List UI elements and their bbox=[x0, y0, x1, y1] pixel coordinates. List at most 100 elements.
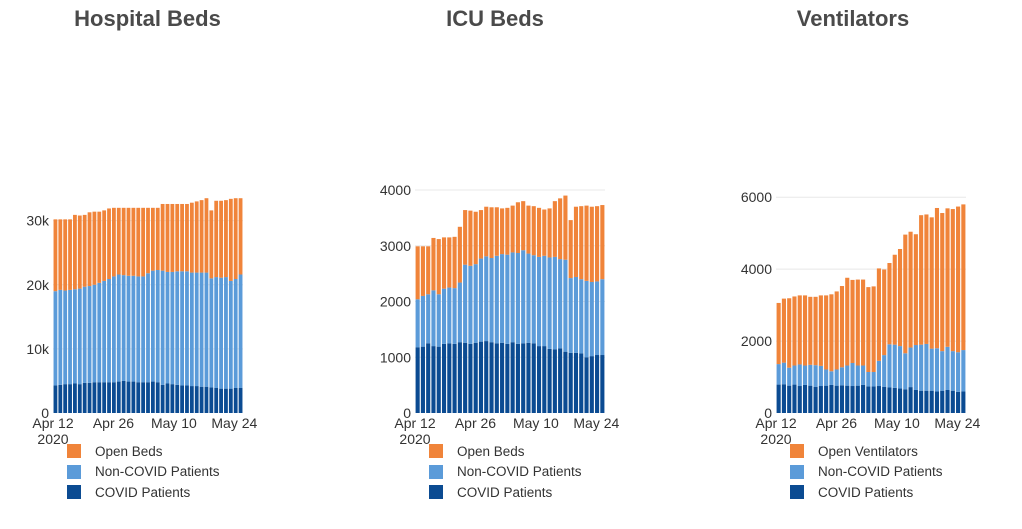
bar-non-covid-patients bbox=[834, 369, 839, 386]
bar-open-beds bbox=[224, 200, 228, 278]
y-tick-label: 4000 bbox=[741, 261, 772, 277]
bar-covid-patients bbox=[526, 342, 531, 413]
bar-open-ventilators bbox=[897, 248, 903, 347]
bar-covid-patients bbox=[131, 381, 136, 413]
bar-covid-patients bbox=[861, 384, 866, 413]
y-tick-label: 0 bbox=[41, 405, 49, 421]
bar-open-ventilators bbox=[808, 296, 813, 365]
bar-non-covid-patients bbox=[473, 264, 478, 343]
bar-open-ventilators bbox=[940, 213, 945, 352]
x-tick-label: May 10 bbox=[151, 415, 197, 431]
bar-open-beds bbox=[595, 206, 600, 282]
bar-covid-patients bbox=[209, 387, 214, 413]
bar-covid-patients bbox=[505, 343, 510, 413]
bar-open-ventilators bbox=[950, 209, 955, 352]
bar-non-covid-patients bbox=[500, 254, 505, 343]
legend-item-non-covid-patients[interactable]: Non-COVID Patients bbox=[429, 462, 582, 483]
chart-legend: Open Beds Non-COVID Patients COVID Patie… bbox=[429, 441, 582, 503]
bar-non-covid-patients bbox=[494, 255, 499, 344]
bar-covid-patients bbox=[855, 385, 860, 413]
bar-non-covid-patients bbox=[180, 271, 184, 386]
bar-non-covid-patients bbox=[510, 252, 515, 343]
bar-non-covid-patients bbox=[58, 289, 63, 385]
bar-covid-patients bbox=[194, 386, 199, 413]
bar-open-beds bbox=[112, 207, 116, 277]
legend-label: COVID Patients bbox=[457, 484, 553, 500]
bar-covid-patients bbox=[457, 342, 462, 413]
bar-open-beds bbox=[189, 202, 194, 273]
bar-open-beds bbox=[155, 207, 160, 271]
x-tick-sublabel: 2020 bbox=[37, 431, 68, 447]
bar-open-ventilators bbox=[876, 268, 881, 361]
bar-open-beds bbox=[136, 207, 141, 277]
chart-panel-icu-beds: ICU Beds 0 1000 2000 3000 4000 Apr 12 Apr 26 Ma… bbox=[340, 0, 680, 529]
bar-open-beds bbox=[87, 212, 92, 287]
legend-swatch bbox=[429, 444, 443, 459]
bar-non-covid-patients bbox=[175, 271, 180, 385]
bar-non-covid-patients bbox=[185, 271, 189, 386]
legend-swatch bbox=[790, 464, 804, 479]
legend-swatch bbox=[67, 485, 81, 500]
bar-non-covid-patients bbox=[204, 272, 209, 387]
bar-open-ventilators bbox=[855, 279, 860, 366]
bar-open-beds bbox=[126, 207, 131, 276]
bar-covid-patients bbox=[436, 346, 441, 413]
bar-covid-patients bbox=[468, 343, 473, 413]
bar-non-covid-patients bbox=[228, 280, 233, 389]
bar-covid-patients bbox=[484, 341, 489, 413]
bar-covid-patients bbox=[97, 382, 102, 413]
bar-covid-patients bbox=[595, 355, 600, 413]
bar-covid-patients bbox=[126, 381, 131, 413]
bar-covid-patients bbox=[781, 384, 786, 413]
bar-covid-patients bbox=[850, 386, 855, 413]
bar-open-beds bbox=[209, 210, 214, 279]
bar-open-ventilators bbox=[892, 254, 897, 345]
legend-item-non-covid-patients[interactable]: Non-COVID Patients bbox=[790, 462, 943, 483]
bar-non-covid-patients bbox=[238, 274, 243, 388]
legend-item-covid-patients[interactable]: COVID Patients bbox=[429, 482, 582, 503]
bar-open-ventilators bbox=[829, 294, 834, 372]
bar-covid-patients bbox=[102, 382, 107, 413]
legend-item-open-beds[interactable]: Open Beds bbox=[67, 441, 220, 462]
bar-non-covid-patients bbox=[521, 250, 526, 344]
bar-non-covid-patients bbox=[194, 272, 199, 387]
legend-item-open-ventilators[interactable]: Open Ventilators bbox=[790, 441, 943, 462]
legend-item-covid-patients[interactable]: COVID Patients bbox=[67, 482, 220, 503]
bar-non-covid-patients bbox=[436, 294, 441, 347]
chart-panel-ventilators: Ventilators 0 2000 4000 6000 Apr 12 Apr 26 May… bbox=[680, 0, 1022, 529]
bar-open-beds bbox=[185, 203, 189, 272]
bar-covid-patients bbox=[802, 384, 808, 413]
bar-non-covid-patients bbox=[589, 281, 594, 357]
bar-non-covid-patients bbox=[73, 289, 77, 384]
y-tick-label: 2000 bbox=[380, 294, 411, 310]
legend-item-covid-patients[interactable]: COVID Patients bbox=[790, 482, 943, 503]
bar-non-covid-patients bbox=[961, 350, 966, 392]
bar-covid-patients bbox=[897, 388, 903, 413]
bar-non-covid-patients bbox=[420, 295, 425, 347]
bar-covid-patients bbox=[542, 346, 547, 413]
bar-covid-patients bbox=[568, 352, 573, 413]
bar-open-ventilators bbox=[887, 263, 892, 345]
bar-covid-patients bbox=[552, 349, 557, 413]
legend-item-non-covid-patients[interactable]: Non-COVID Patients bbox=[67, 462, 220, 483]
bar-open-ventilators bbox=[802, 295, 808, 366]
bar-covid-patients bbox=[68, 384, 72, 413]
legend-item-open-beds[interactable]: Open Beds bbox=[429, 441, 582, 462]
bar-non-covid-patients bbox=[568, 278, 573, 353]
bar-covid-patients bbox=[185, 385, 189, 413]
bar-non-covid-patients bbox=[87, 286, 92, 383]
y-tick-label: 3000 bbox=[380, 238, 411, 254]
bar-covid-patients bbox=[199, 386, 204, 413]
bar-non-covid-patients bbox=[53, 291, 58, 386]
bar-non-covid-patients bbox=[792, 365, 797, 385]
bar-covid-patients bbox=[563, 351, 568, 413]
bar-covid-patients bbox=[961, 391, 966, 413]
bar-open-beds bbox=[68, 219, 72, 290]
y-tick-label: 4000 bbox=[380, 182, 411, 198]
bar-covid-patients bbox=[155, 382, 160, 413]
bar-open-beds bbox=[420, 246, 425, 296]
bar-non-covid-patients bbox=[897, 346, 903, 389]
bar-non-covid-patients bbox=[526, 253, 531, 343]
bar-covid-patients bbox=[146, 382, 150, 413]
bar-open-beds bbox=[552, 201, 557, 257]
